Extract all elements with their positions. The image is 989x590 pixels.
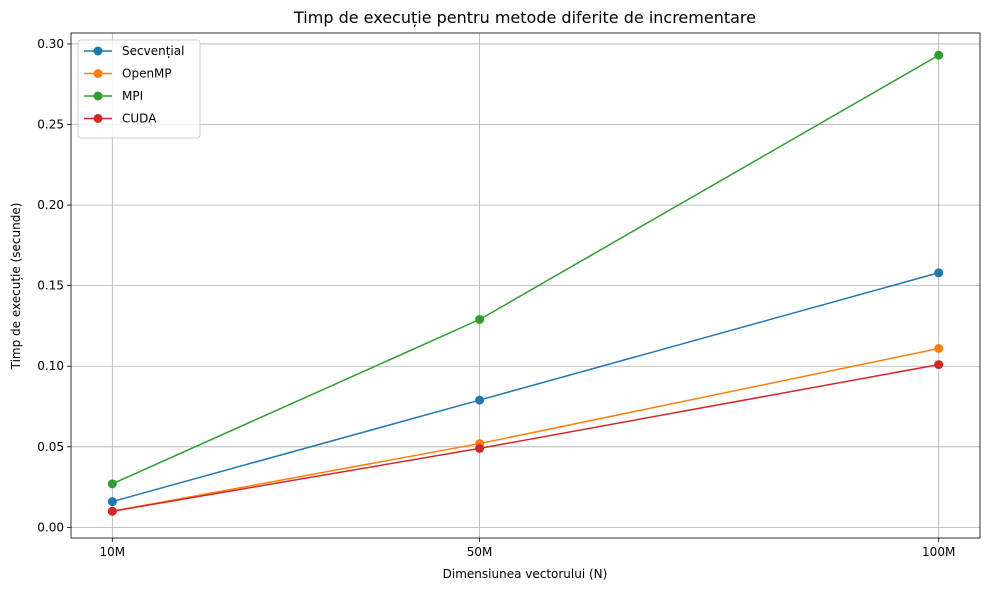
y-tick-label: 0.00 (37, 520, 64, 534)
series-cuda (107, 360, 944, 516)
data-point (107, 506, 117, 516)
legend: Secvențial OpenMP MPI CUDA (77, 39, 201, 139)
y-tick-label: 0.10 (37, 359, 64, 373)
data-point (934, 360, 944, 370)
data-point (107, 497, 117, 507)
x-tick-label: 100M (922, 545, 955, 559)
series-layer (107, 50, 944, 516)
y-tick-label: 0.25 (37, 118, 64, 132)
legend-marker (93, 69, 103, 78)
legend-marker (93, 46, 103, 56)
x-axis-label: Dimensiunea vectorului (N) (443, 567, 608, 581)
data-point (475, 395, 485, 405)
data-point (107, 479, 117, 489)
x-tick-label: 50M (467, 545, 493, 559)
legend-label: OpenMP (122, 67, 172, 81)
data-point (934, 268, 944, 278)
y-tick-label: 0.05 (37, 440, 64, 454)
data-point (475, 443, 485, 453)
legend-item: MPI (84, 89, 143, 103)
legend-marker (93, 91, 103, 101)
tick-marks: 10M 50M 100M 0.00 0.05 0.10 0.15 0.20 0.25 0.30 (37, 37, 955, 559)
chart-title: Timp de execuție pentru metode diferite … (293, 8, 756, 27)
x-tick-label: 10M (100, 545, 126, 559)
y-tick-label: 0.20 (37, 198, 64, 212)
legend-item: CUDA (84, 112, 157, 126)
y-tick-label: 0.15 (37, 279, 64, 293)
y-axis-label: Timp de execuție (secunde) (9, 203, 23, 371)
legend-label: MPI (122, 89, 143, 103)
data-point (934, 50, 944, 60)
grid-lines (71, 33, 980, 538)
series-secven-ial (107, 268, 944, 507)
legend-label: Secvențial (122, 44, 184, 58)
legend-item: OpenMP (84, 67, 172, 81)
legend-item: Secvențial (84, 44, 184, 58)
legend-label: CUDA (122, 112, 157, 126)
legend-box (77, 39, 201, 139)
series-mpi (107, 50, 944, 489)
data-point (475, 314, 485, 324)
y-tick-label: 0.30 (37, 37, 64, 51)
data-point (934, 344, 944, 354)
legend-marker (93, 114, 103, 123)
